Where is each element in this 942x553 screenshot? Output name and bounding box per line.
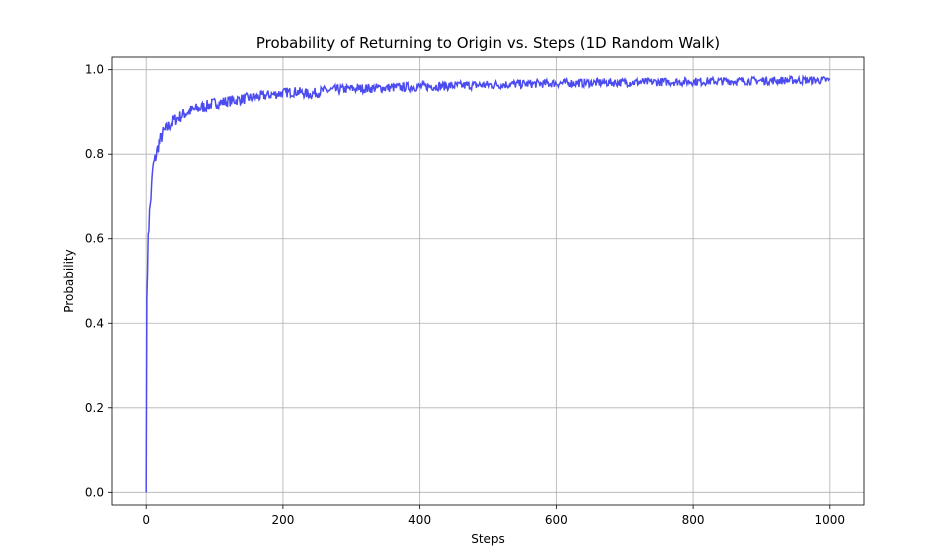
y-tick-label: 0.0 (85, 485, 104, 499)
plot-frame (111, 56, 865, 506)
x-tick-label: 600 (545, 513, 568, 527)
y-axis-label: Probability (62, 249, 76, 312)
x-tick-label: 0 (142, 513, 150, 527)
y-tick-label: 1.0 (85, 63, 104, 77)
x-axis-ticks: 0 200 400 600 800 1000 (142, 505, 845, 527)
x-gridlines (145, 57, 831, 505)
x-tick-label: 400 (408, 513, 431, 527)
y-tick-label: 0.2 (85, 401, 104, 415)
chart-title: Probability of Returning to Origin vs. S… (256, 34, 720, 52)
y-tick-label: 0.6 (85, 232, 104, 246)
x-axis-label: Steps (471, 532, 505, 546)
y-gridlines (112, 69, 864, 493)
x-tick-label: 200 (271, 513, 294, 527)
y-tick-label: 0.4 (85, 316, 104, 330)
y-axis-ticks: 0.0 0.2 0.4 0.6 0.8 1.0 (85, 63, 112, 499)
x-tick-label: 1000 (815, 513, 846, 527)
x-tick-label: 800 (682, 513, 705, 527)
y-tick-label: 0.8 (85, 147, 104, 161)
series-line (145, 74, 831, 493)
